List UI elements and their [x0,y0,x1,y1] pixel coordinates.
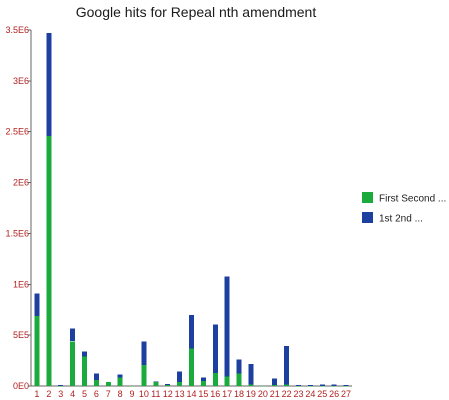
x-tick-label: 12 [163,389,173,399]
bar-segment-first-second [343,385,349,387]
x-tick-label: 16 [210,389,220,399]
bar-segment-first-second [46,135,52,386]
bar-segment-first-second [284,384,290,386]
bar-segment-first-second [331,385,337,387]
bar-segment-1st-2nd [189,314,194,349]
x-tick-label: 22 [282,389,292,399]
bar-segment-first-second [189,348,194,386]
bar-segment-first-second [93,379,99,386]
bar-segment-1st-2nd [319,384,325,386]
bar-segment-1st-2nd [153,381,159,383]
bar-segment-first-second [129,385,135,387]
y-tick-label: 5E5 [13,330,29,340]
bar-segment-first-second [70,341,76,386]
y-tick-label: 1.5E6 [5,228,29,238]
bar-segment-first-second [117,377,123,386]
bar-segment-1st-2nd [34,293,40,316]
x-tick-label: 8 [118,389,123,399]
bar-segment-1st-2nd [117,374,123,378]
bar-segment-first-second [307,385,313,387]
bars [34,33,349,387]
x-tick-label: 20 [258,389,268,399]
bar-segment-1st-2nd [141,341,147,366]
bar-segment-1st-2nd [212,324,218,373]
bar-segment-first-second [34,315,40,386]
x-tick-label: 5 [82,389,87,399]
bar-segment-first-second [224,376,230,386]
x-tick-label: 10 [139,389,149,399]
bar-segment-1st-2nd [224,276,230,377]
bar-segment-1st-2nd [343,384,349,386]
bar-segment-first-second [177,381,183,386]
x-tick-label: 23 [293,389,303,399]
bar-segment-1st-2nd [284,345,290,385]
x-tick-label: 27 [341,389,351,399]
bar-segment-1st-2nd [307,384,313,386]
chart-title: Google hits for Repeal nth amendment [76,4,317,20]
x-tick-label: 26 [329,389,339,399]
bar-segment-first-second [272,384,278,386]
bar-segment-first-second [296,385,301,387]
x-tick-label: 15 [198,389,208,399]
bar-segment-1st-2nd [46,33,52,136]
x-tick-label: 7 [106,389,111,399]
x-tick-label: 4 [70,389,75,399]
x-tick-label: 19 [246,389,256,399]
bar-segment-first-second [165,384,171,386]
bar-segment-1st-2nd [177,371,183,382]
bar-segment-1st-2nd [70,328,76,342]
bar-segment-1st-2nd [165,383,171,385]
x-tick-label: 21 [270,389,280,399]
y-tick-label: 3.5E6 [5,25,29,35]
x-tick-label: 3 [58,389,63,399]
legend-swatch [362,212,373,223]
bar-segment-1st-2nd [200,377,206,381]
y-tick-label: 2E6 [13,178,29,188]
bar-segment-1st-2nd [296,384,301,386]
x-tick-label: 13 [175,389,185,399]
x-tick-label: 6 [94,389,99,399]
bar-segment-first-second [141,365,147,386]
bar-segment-1st-2nd [93,373,99,380]
x-tick-label: 1 [34,389,39,399]
bar-segment-1st-2nd [236,359,242,374]
legend-label: 1st 2nd ... [379,214,423,225]
bar-segment-first-second [200,380,206,386]
x-tick-label: 2 [46,389,51,399]
x-tick-label: 14 [186,389,196,399]
bar-segment-first-second [260,385,266,387]
legend: First Second ... 1st 2nd ... [362,192,446,225]
x-tick-label: 24 [305,389,315,399]
x-tick-label: 11 [151,389,160,399]
bar-segment-first-second [212,372,218,386]
legend-label: First Second ... [379,194,446,205]
bar-segment-first-second [248,384,254,386]
x-tick-label: 9 [130,389,135,399]
bar-segment-first-second [319,385,325,387]
y-tick-label: 1E6 [13,279,29,289]
bar-segment-1st-2nd [82,351,87,357]
y-tick-label: 3E6 [13,76,29,86]
bar-segment-first-second [236,373,242,386]
bar-segment-first-second [58,385,64,387]
bar-segment-1st-2nd [58,384,64,386]
legend-swatch [362,192,373,203]
x-tick-label: 17 [222,389,232,399]
bar-segment-first-second [153,381,159,386]
x-tick-label: 18 [234,389,244,399]
bar-segment-1st-2nd [248,364,254,385]
bar-segment-first-second [82,356,87,386]
y-tick-label: 0E0 [13,381,29,391]
y-axis: 0E0 5E5 1E6 1.5E6 2E6 2.5E6 3E6 3.5E6 [5,25,32,391]
y-tick-label: 2.5E6 [5,127,29,137]
x-tick-label: 25 [317,389,327,399]
bar-segment-1st-2nd [272,378,278,385]
x-axis: 1 2 3 4 5 6 7 8 9 10 11 12 13 14 15 16 17 18 19 20 21 22 23 24 2… [31,385,352,399]
bar-segment-first-second [105,381,111,386]
bar-segment-1st-2nd [331,384,337,386]
